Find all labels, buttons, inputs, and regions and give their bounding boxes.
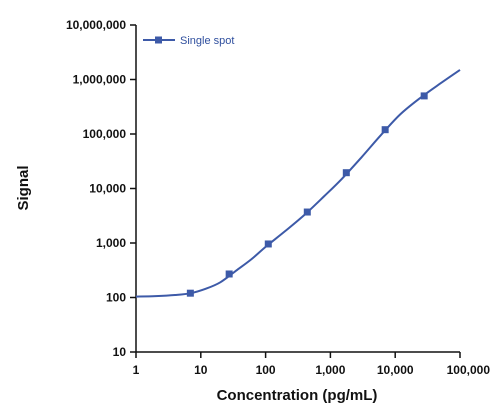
x-tick-label: 10,000 [377,363,414,377]
data-point-marker [303,208,311,216]
data-point-marker [381,126,389,134]
y-tick-label: 1,000 [96,236,126,250]
data-point-marker [342,169,350,177]
y-tick-label: 100 [106,291,126,305]
data-point-marker [186,289,194,297]
plot-frame [135,25,460,353]
data-point-layer [186,92,428,297]
data-point-marker [264,240,272,248]
y-tick-label: 10,000 [89,182,126,196]
fit-curve-line [135,69,461,298]
legend: Single spot [143,35,234,47]
fit-curve-layer [135,69,461,298]
legend-marker [155,36,162,44]
y-tick-label: 1,000,000 [73,73,127,87]
x-tick-label: 10 [194,363,208,377]
x-tick-label: 100,000 [447,363,491,377]
legend-label: Single spot [180,35,234,47]
x-tick-label: 1 [133,363,140,377]
x-tick-label: 100 [256,363,276,377]
x-axis-title: Concentration (pg/mL) [217,387,378,404]
data-point-marker [420,92,428,100]
x-axis-ticks: 1 10 100 1,000 10,000 100,000 [133,352,491,377]
y-tick-label: 10 [113,345,127,359]
y-tick-label: 100,000 [83,127,127,141]
y-tick-label: 10,000,000 [66,18,126,32]
x-tick-label: 1,000 [315,363,345,377]
y-axis-ticks: 10 100 1,000 10,000 100,000 1,000,000 10,000,0… [66,18,136,359]
data-point-marker [225,270,233,278]
y-axis-title: Signal [15,165,32,210]
